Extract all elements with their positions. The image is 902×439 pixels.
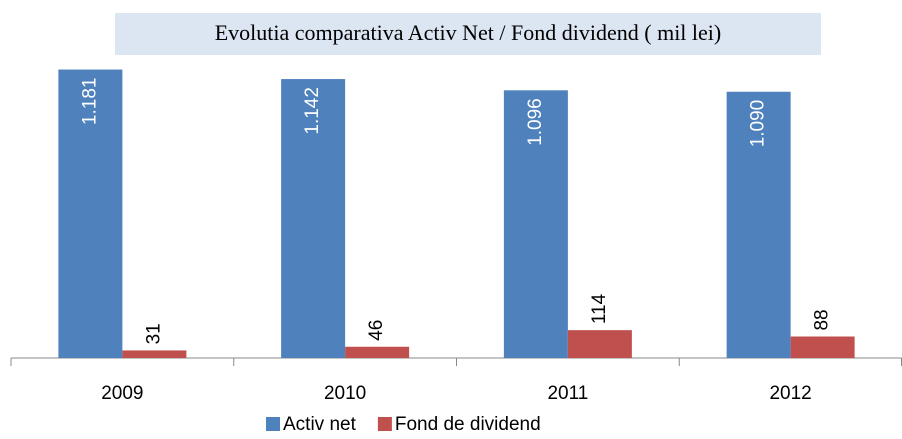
data-label: 46 xyxy=(366,320,387,341)
data-label: 1.142 xyxy=(302,87,323,135)
bar xyxy=(503,90,568,359)
bar xyxy=(58,69,123,359)
data-label: 88 xyxy=(812,309,833,330)
bar xyxy=(790,336,855,358)
bar xyxy=(726,91,791,359)
data-label: 1.181 xyxy=(79,78,100,126)
x-tick-label: 2012 xyxy=(769,383,811,404)
data-label: 31 xyxy=(143,323,164,344)
bar xyxy=(122,350,187,358)
legend-label: Fond de dividend xyxy=(395,414,541,434)
chart-title: Evolutia comparativa Activ Net / Fond di… xyxy=(215,20,722,45)
title-background xyxy=(115,13,821,55)
data-label: 114 xyxy=(589,293,610,324)
data-label: 1.096 xyxy=(525,98,546,146)
legend-label: Activ net xyxy=(283,414,357,434)
data-label: 1.090 xyxy=(748,100,769,148)
x-tick-label: 2009 xyxy=(101,383,143,404)
legend-swatch xyxy=(377,417,392,431)
bar xyxy=(345,346,410,358)
bar xyxy=(281,79,346,359)
x-tick-label: 2010 xyxy=(324,383,366,404)
x-tick-label: 2011 xyxy=(547,383,588,404)
legend-swatch xyxy=(266,417,280,431)
bar xyxy=(567,330,632,358)
